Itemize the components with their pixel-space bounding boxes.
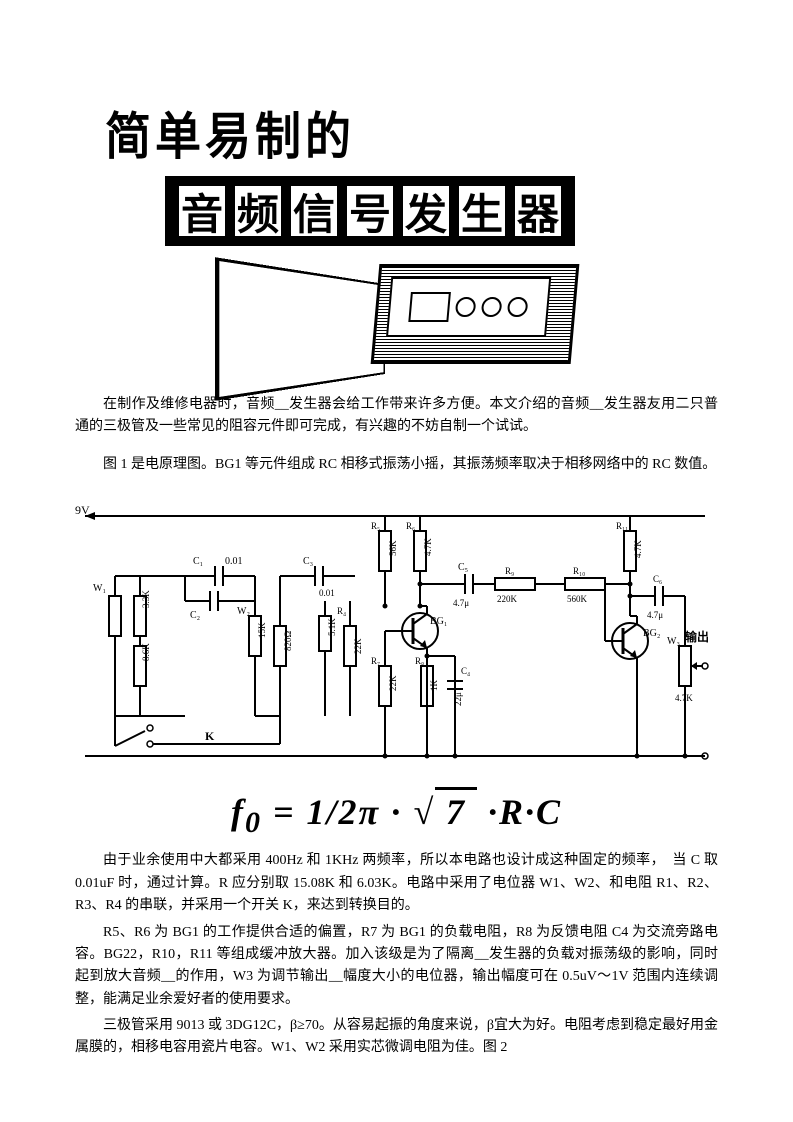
formula-f0: f0 = 1/2π · √ 7 ·R·C xyxy=(75,791,718,840)
banner-char-5: 生 xyxy=(457,184,507,238)
banner-char-4: 发 xyxy=(401,184,451,238)
svg-text:56K: 56K xyxy=(388,540,398,556)
svg-text:W₂: W₂ xyxy=(237,606,250,617)
svg-text:K: K xyxy=(205,729,215,743)
svg-text:C₅: C₅ xyxy=(458,562,468,573)
svg-text:R₇: R₇ xyxy=(371,656,380,666)
svg-text:820Ω: 820Ω xyxy=(283,631,293,652)
svg-text:4.7μ: 4.7μ xyxy=(647,610,663,620)
intro-paragraph-2: 图 1 是电原理图。BG1 等元件组成 RC 相移式振荡小摇，其振荡频率取决于相… xyxy=(75,454,718,476)
svg-text:560K: 560K xyxy=(567,594,588,604)
svg-text:C₂: C₂ xyxy=(190,610,200,621)
svg-text:R₈: R₈ xyxy=(415,656,424,666)
svg-text:4.7K: 4.7K xyxy=(633,540,643,558)
svg-text:5.1K: 5.1K xyxy=(327,618,337,636)
svg-text:R₅: R₅ xyxy=(371,521,380,531)
component-R10: R₁₀ 560K xyxy=(565,566,630,604)
component-C5: C₅ 4.7μ xyxy=(420,562,505,608)
svg-text:15K: 15K xyxy=(257,622,267,638)
svg-text:C₆: C₆ xyxy=(653,574,662,584)
svg-text:BG₁: BG₁ xyxy=(430,616,447,627)
svg-text:3.3K: 3.3K xyxy=(141,590,151,608)
svg-text:R₁₀: R₁₀ xyxy=(573,566,585,576)
device-illustration xyxy=(255,254,718,374)
article-title: 简单易制的 音 频 信 号 发 生 器 xyxy=(75,100,718,374)
banner-char-6: 器 xyxy=(513,184,563,238)
title-line-1: 简单易制的 xyxy=(105,97,355,170)
svg-text:8.6K: 8.6K xyxy=(141,643,151,661)
formula-rest: ·R·C xyxy=(488,792,562,832)
title-banner: 音 频 信 号 发 生 器 xyxy=(165,176,575,246)
component-R9: R₉ 220K xyxy=(495,566,565,604)
title-banner-row: 音 频 信 号 发 生 器 xyxy=(75,176,718,246)
svg-text:22K: 22K xyxy=(388,675,398,691)
svg-text:22K: 22K xyxy=(353,638,363,654)
banner-char-3: 号 xyxy=(345,184,395,238)
svg-text:R₆: R₆ xyxy=(406,521,415,531)
svg-text:4.7K: 4.7K xyxy=(675,693,693,703)
svg-text:C₄: C₄ xyxy=(461,666,470,676)
svg-text:W₁: W₁ xyxy=(93,583,106,594)
svg-text:22μ: 22μ xyxy=(453,692,463,706)
component-R4-R5alt: 5.1K 22K R₄ xyxy=(319,601,363,716)
svg-text:4.7μ: 4.7μ xyxy=(453,598,469,608)
svg-text:0.01: 0.01 xyxy=(319,588,335,598)
banner-char-1: 频 xyxy=(233,184,283,238)
svg-text:R₉: R₉ xyxy=(505,566,514,576)
component-R5-R6: R₅ 56K R₆ 4.7K xyxy=(371,516,433,606)
circuit-diagram-figure-1: 9V W₁ 3.3K 8.6K C₁ 0.01 xyxy=(75,496,718,776)
svg-text:1K: 1K xyxy=(429,680,439,692)
formula-under-sqrt: 7 xyxy=(435,787,477,832)
formula-sub0: 0 xyxy=(245,806,262,839)
body-paragraph-2: R5、R6 为 BG1 的工作提供合适的偏置，R7 为 BG1 的负载电阻，R8… xyxy=(75,922,718,1012)
circuit-schematic-svg: 9V W₁ 3.3K 8.6K C₁ 0.01 xyxy=(75,496,715,776)
svg-text:0.01: 0.01 xyxy=(225,556,243,567)
component-switch-K: K xyxy=(115,716,280,747)
component-R11: R₁₁ 4.7K xyxy=(616,516,643,616)
component-W3-output: W₃ 4.7K 输出 xyxy=(667,596,709,759)
svg-text:C₃: C₃ xyxy=(303,556,313,567)
banner-char-0: 音 xyxy=(177,184,227,238)
component-W2-R3: W₂ 15K 820Ω xyxy=(237,576,293,716)
svg-text:BG₂: BG₂ xyxy=(643,628,660,639)
svg-text:W₃: W₃ xyxy=(667,636,680,647)
svg-text:R₄: R₄ xyxy=(337,606,346,616)
svg-text:220K: 220K xyxy=(497,594,518,604)
component-W1-R1-R2: W₁ 3.3K 8.6K xyxy=(93,576,185,716)
formula-f: f xyxy=(231,792,245,832)
formula-eq: = 1/2π · xyxy=(273,792,402,832)
component-C3: C₃ 0.01 xyxy=(280,556,355,598)
body-paragraph-1: 由于业余使用中大都采用 400Hz 和 1KHz 两频率，所以本电路也设计成这种… xyxy=(75,850,718,917)
svg-text:R₁₁: R₁₁ xyxy=(616,521,628,531)
body-paragraph-3: 三极管采用 9013 或 3DG12C，β≥70。从容易起振的角度来说，β宜大为… xyxy=(75,1015,718,1060)
component-C6: C₆ 4.7μ xyxy=(630,574,685,620)
formula-sqrt: √ xyxy=(413,792,435,832)
svg-text:输出: 输出 xyxy=(685,629,709,644)
svg-text:C₁: C₁ xyxy=(193,556,203,567)
svg-text:4.7K: 4.7K xyxy=(423,538,433,556)
intro-paragraph-1: 在制作及维修电器时，音频__发生器会给工作带来许多方便。本文介绍的音频__发生器… xyxy=(75,394,718,439)
banner-char-2: 信 xyxy=(289,184,339,238)
